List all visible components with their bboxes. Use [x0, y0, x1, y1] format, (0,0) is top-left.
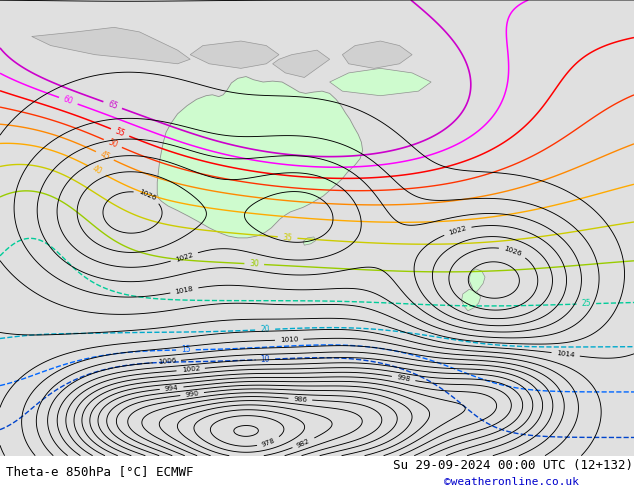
Polygon shape [157, 76, 363, 238]
Text: 45: 45 [98, 149, 111, 162]
Text: 986: 986 [293, 396, 307, 403]
Text: 982: 982 [296, 438, 311, 448]
Polygon shape [303, 237, 316, 245]
Text: 1026: 1026 [503, 245, 522, 257]
Polygon shape [330, 69, 431, 96]
Text: 994: 994 [164, 385, 179, 392]
Text: 10: 10 [261, 355, 270, 364]
Polygon shape [190, 41, 279, 69]
Text: 20: 20 [261, 325, 270, 334]
Text: Su 29-09-2024 00:00 UTC (12+132): Su 29-09-2024 00:00 UTC (12+132) [393, 459, 633, 472]
Text: 30: 30 [249, 259, 259, 269]
Text: 25: 25 [581, 299, 592, 309]
Text: 1014: 1014 [556, 350, 575, 359]
Text: 990: 990 [185, 390, 199, 398]
Text: 65: 65 [107, 99, 119, 111]
Text: 1010: 1010 [280, 337, 299, 343]
Text: 1018: 1018 [175, 286, 194, 295]
Text: 1022: 1022 [174, 251, 194, 263]
Text: ©weatheronline.co.uk: ©weatheronline.co.uk [444, 477, 579, 488]
Text: 1026: 1026 [138, 189, 157, 202]
Text: Theta-e 850hPa [°C] ECMWF: Theta-e 850hPa [°C] ECMWF [6, 465, 194, 478]
Polygon shape [32, 27, 190, 64]
Text: 998: 998 [396, 374, 411, 383]
Text: 1006: 1006 [157, 358, 176, 366]
Polygon shape [342, 41, 412, 69]
Polygon shape [273, 50, 330, 77]
Polygon shape [469, 269, 485, 294]
Text: 60: 60 [62, 95, 74, 107]
Text: 978: 978 [261, 437, 276, 447]
Text: 15: 15 [181, 345, 191, 354]
Text: 50: 50 [107, 138, 119, 149]
Text: 55: 55 [114, 126, 126, 139]
Text: 1022: 1022 [448, 225, 467, 236]
Text: 40: 40 [91, 164, 103, 177]
Polygon shape [462, 290, 481, 311]
Text: 35: 35 [282, 233, 293, 243]
Text: 1002: 1002 [181, 366, 200, 373]
